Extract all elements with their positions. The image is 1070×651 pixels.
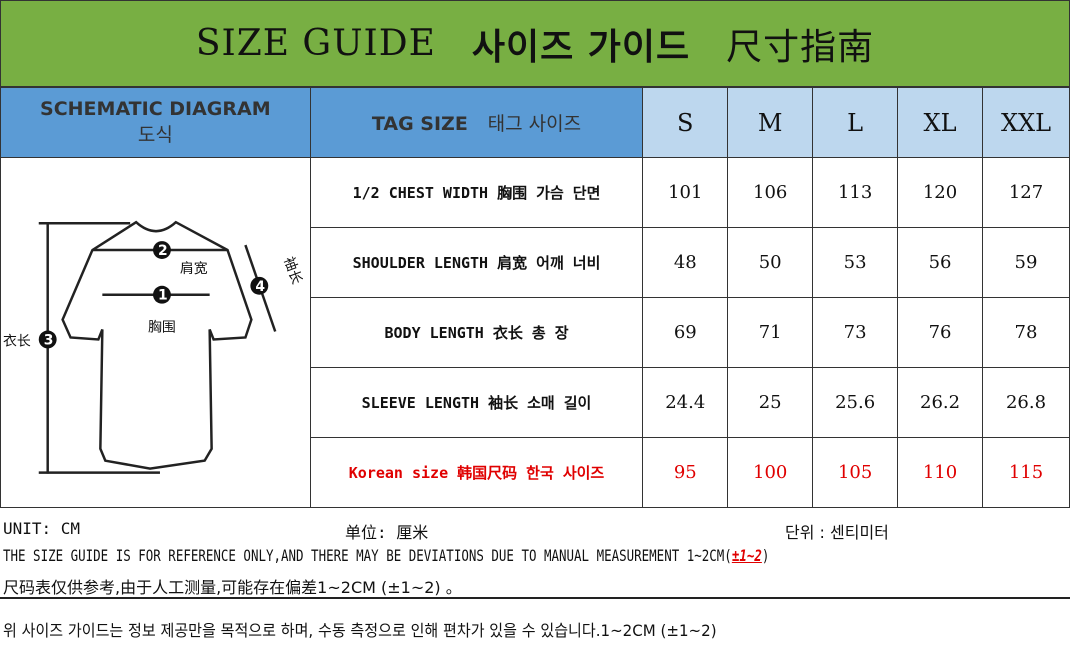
label-chest: 胸围 bbox=[148, 320, 176, 336]
size-value: 24.4 bbox=[642, 367, 729, 438]
size-value: 113 bbox=[812, 157, 899, 228]
row-label: 1/2 CHEST WIDTH 胸围 가슴 단면 bbox=[309, 157, 644, 228]
size-value: 127 bbox=[982, 157, 1070, 228]
size-value: 78 bbox=[982, 297, 1070, 368]
row-label: SLEEVE LENGTH 袖长 소매 길이 bbox=[309, 367, 644, 438]
header-row: SCHEMATIC DIAGRAM 도식 TAG SIZE 태그 사이즈 S M … bbox=[0, 87, 1070, 158]
row-label: SHOULDER LENGTH 肩宽 어깨 너비 bbox=[309, 227, 644, 298]
size-value: 71 bbox=[727, 297, 814, 368]
size-value: 53 bbox=[812, 227, 899, 298]
label-shoulder: 肩宽 bbox=[180, 260, 208, 277]
size-value: 50 bbox=[727, 227, 814, 298]
svg-text:4: 4 bbox=[255, 279, 265, 295]
header-size: L bbox=[812, 87, 899, 158]
row-label: Korean size 韩国尺码 한국 사이즈 bbox=[309, 437, 644, 508]
size-value: 73 bbox=[812, 297, 899, 368]
size-value: 26.8 bbox=[982, 367, 1070, 438]
table-row: Korean size 韩国尺码 한국 사이즈 95 100 105 110 115 bbox=[1, 437, 1070, 508]
table-row: SHOULDER LENGTH 肩宽 어깨 너비 48 50 53 56 59 bbox=[1, 227, 1070, 298]
size-value: 100 bbox=[727, 437, 814, 508]
size-table: SCHEMATIC DIAGRAM 도식 TAG SIZE 태그 사이즈 S M … bbox=[0, 87, 1070, 508]
size-value: 76 bbox=[897, 297, 983, 368]
size-value: 120 bbox=[897, 157, 983, 228]
header-diagram: SCHEMATIC DIAGRAM 도식 bbox=[0, 87, 311, 158]
page-title: SIZE GUIDE 사이즈 가이드 尺寸指南 bbox=[0, 0, 1070, 87]
size-value: 69 bbox=[642, 297, 729, 368]
size-value: 59 bbox=[982, 227, 1070, 298]
unit-line: UNIT: CM 单位: 厘米 단위 : 센티미터 bbox=[3, 519, 889, 542]
label-sleeve: 袖长 bbox=[280, 255, 305, 287]
size-value: 105 bbox=[812, 437, 899, 508]
header-size: XXL bbox=[982, 87, 1070, 158]
row-label: BODY LENGTH 衣长 총 장 bbox=[309, 297, 644, 368]
size-value: 115 bbox=[982, 437, 1070, 508]
title-ko: 사이즈 가이드 bbox=[471, 26, 691, 68]
title-en: SIZE GUIDE bbox=[195, 23, 436, 64]
header-size: S bbox=[642, 87, 729, 158]
header-size: M bbox=[727, 87, 814, 158]
size-value: 110 bbox=[897, 437, 983, 508]
title-zh: 尺寸指南 bbox=[726, 26, 875, 68]
size-value: 106 bbox=[727, 157, 814, 228]
size-value: 26.2 bbox=[897, 367, 983, 438]
divider bbox=[0, 597, 1070, 599]
table-row: SLEEVE LENGTH 袖长 소매 길이 24.4 25 25.6 26.2 26.8 bbox=[1, 367, 1070, 438]
size-value: 101 bbox=[642, 157, 729, 228]
note-zh: 尺码表仅供参考,由于人工测量,可能存在偏差1~2CM (±1~2) 。 bbox=[3, 578, 462, 597]
size-value: 95 bbox=[642, 437, 729, 508]
note-ko: 위 사이즈 가이드는 정보 제공만을 목적으로 하며, 수동 측정으로 인해 편… bbox=[3, 621, 717, 640]
size-value: 25.6 bbox=[812, 367, 899, 438]
size-value: 48 bbox=[642, 227, 729, 298]
header-size: XL bbox=[897, 87, 983, 158]
size-value: 25 bbox=[727, 367, 814, 438]
note-en: THE SIZE GUIDE IS FOR REFERENCE ONLY,AND… bbox=[3, 546, 770, 565]
size-value: 56 bbox=[897, 227, 983, 298]
svg-text:1: 1 bbox=[158, 288, 168, 304]
tshirt-diagram: 2 1 3 4 肩宽 胸围 衣长 袖长 bbox=[3, 220, 305, 474]
svg-text:3: 3 bbox=[44, 332, 54, 348]
svg-text:2: 2 bbox=[158, 243, 168, 259]
header-tag-size: TAG SIZE 태그 사이즈 bbox=[309, 87, 644, 158]
label-length: 衣长 bbox=[3, 333, 31, 349]
